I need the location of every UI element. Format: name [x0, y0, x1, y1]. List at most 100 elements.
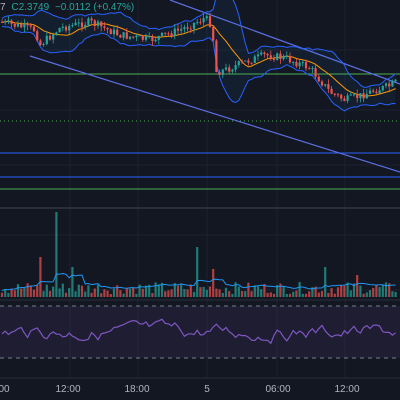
volume-bar [189, 284, 192, 297]
volume-bar [192, 291, 196, 297]
volume-bar [266, 292, 269, 297]
candle-body [349, 94, 352, 96]
candle-body [253, 56, 256, 63]
volume-bar [205, 289, 208, 297]
candle-body [183, 27, 186, 30]
volume-bar [368, 290, 372, 297]
candle-body [212, 26, 215, 41]
volume-bar [231, 293, 234, 297]
volume-bar [237, 286, 240, 297]
candle-body [317, 76, 320, 82]
volume-bar [112, 288, 116, 297]
candle-body [256, 54, 260, 57]
candle-body [218, 72, 221, 75]
candle-body [29, 25, 32, 27]
volume-bar [39, 257, 42, 297]
volume-bar [218, 289, 221, 297]
horizontal-levels[interactable] [0, 73, 400, 190]
candle-body [103, 26, 106, 28]
candle-body [285, 55, 288, 57]
volume-bar [311, 287, 314, 297]
candle-body [55, 32, 58, 35]
volume-bar [141, 288, 144, 297]
candle-body [304, 62, 308, 69]
volume-bar [164, 291, 167, 297]
volume-bar [13, 290, 16, 297]
candle-body [164, 32, 167, 34]
volume-bar [314, 286, 317, 297]
candle-body [333, 93, 336, 95]
volume-bar [336, 287, 340, 297]
volume-bar [170, 289, 173, 297]
candle-body [58, 27, 61, 33]
volume-bar [234, 282, 237, 297]
candle-body [144, 36, 148, 40]
volume-bar [272, 293, 276, 297]
volume-bar [45, 284, 48, 297]
volume-bar [26, 283, 29, 297]
volume-bar [343, 285, 346, 297]
volume-bar [212, 269, 215, 297]
volume-bar [349, 290, 352, 297]
volume-bar [77, 284, 80, 297]
candle-body [365, 93, 368, 99]
candle-body [266, 53, 269, 56]
candle-body [90, 18, 93, 21]
volume-bar [228, 291, 231, 297]
volume-bar [285, 293, 288, 297]
volume-bar [55, 212, 58, 297]
candle-body [224, 67, 228, 70]
candle-body [324, 84, 327, 86]
candle-body [80, 22, 84, 28]
volume-bar [71, 267, 74, 297]
candle-body [247, 60, 250, 63]
candle-body [61, 26, 64, 28]
volume-bar [208, 286, 212, 297]
volume-bar [151, 292, 154, 297]
volume-bar [167, 290, 170, 297]
volume-bar [196, 247, 199, 297]
candle-body [116, 29, 119, 36]
candle-body [42, 44, 45, 46]
bollinger-upper [1, 0, 396, 88]
candle-body [272, 58, 276, 60]
volume-bar [52, 286, 55, 297]
candle-body [170, 33, 173, 37]
candle-body [151, 35, 154, 42]
candle-body [320, 81, 324, 86]
candle-body [93, 20, 96, 26]
candle-body [157, 35, 160, 40]
legend-open-fragment: 7 [0, 2, 6, 13]
candle-body [0, 22, 4, 23]
volume-bar [391, 291, 394, 297]
volume-bar [87, 285, 90, 297]
volume-bar [199, 287, 202, 297]
volume-bar [333, 293, 336, 297]
candle-body [368, 90, 372, 94]
volume-bar [295, 290, 298, 297]
candle-body [160, 32, 164, 36]
trendline-lower [29, 55, 400, 173]
candle-body [20, 23, 23, 28]
trendline-upper [169, 0, 400, 85]
volume-bar [157, 284, 160, 297]
candle-body [154, 39, 157, 42]
candle-body [362, 93, 365, 99]
trendlines[interactable] [29, 0, 400, 173]
volume-bar [288, 293, 292, 297]
volume-bar [0, 292, 4, 297]
time-axis[interactable]: 00 12:00 18:00 5 06:00 12:00 [0, 378, 400, 400]
candle-body [282, 55, 285, 60]
volume-bar [96, 284, 100, 297]
volume-bar [346, 282, 349, 297]
candle-body [244, 60, 247, 62]
volume-bar [253, 285, 256, 297]
volume-bar [269, 292, 272, 297]
bollinger-fill [2, 0, 396, 111]
volume-bar [256, 286, 260, 297]
candle-body [279, 53, 282, 60]
candle-body [336, 94, 340, 96]
candle-body [84, 24, 87, 28]
volume-bar [215, 288, 218, 297]
